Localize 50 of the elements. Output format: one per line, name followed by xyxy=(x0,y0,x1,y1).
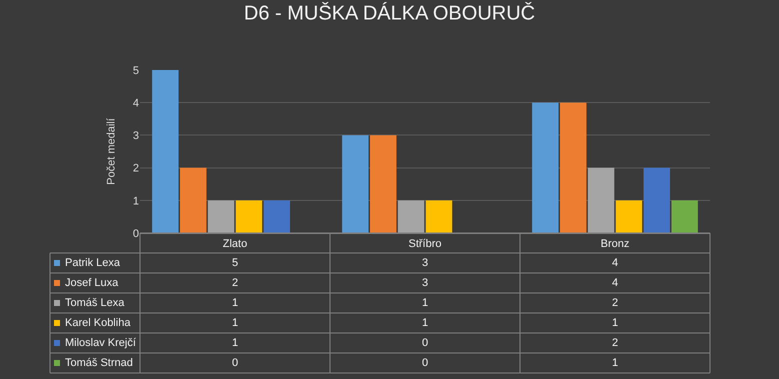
data-label: 5 xyxy=(232,257,238,269)
data-label: 3 xyxy=(422,257,428,269)
bar xyxy=(180,168,206,233)
data-label: 2 xyxy=(612,337,618,349)
bar xyxy=(671,200,698,233)
bar xyxy=(588,168,614,233)
data-label: 2 xyxy=(612,297,618,309)
bar xyxy=(644,168,670,233)
chart-title: D6 - MUŠKA DÁLKA OBOURUČ xyxy=(244,2,536,25)
data-label: 0 xyxy=(232,357,238,369)
bar xyxy=(426,200,452,233)
y-tick-label: 1 xyxy=(132,195,139,208)
data-label: 3 xyxy=(422,277,428,289)
bar xyxy=(398,200,424,233)
bar xyxy=(532,102,559,233)
y-tick-label: 4 xyxy=(132,97,139,110)
legend-label: Karel Kobliha xyxy=(65,317,132,329)
bar xyxy=(370,135,396,233)
data-label: 1 xyxy=(612,317,618,329)
data-label: 4 xyxy=(612,277,618,289)
bar xyxy=(616,200,642,233)
data-label: 1 xyxy=(422,317,428,329)
y-tick-label: 2 xyxy=(132,162,139,175)
bar xyxy=(342,135,369,233)
data-label: 1 xyxy=(232,317,238,329)
data-label: 1 xyxy=(232,297,238,309)
bar xyxy=(152,70,179,233)
y-tick-label: 3 xyxy=(132,130,139,142)
legend-label: Tomáš Strnad xyxy=(65,357,133,369)
legend-label: Josef Luxa xyxy=(65,277,120,289)
data-label: 0 xyxy=(422,337,428,349)
legend-label: Miloslav Krejčí xyxy=(65,337,137,349)
y-tick-label: 0 xyxy=(132,228,139,240)
x-tick-label: Zlato xyxy=(222,238,248,250)
y-tick-label: 5 xyxy=(132,64,139,77)
bar xyxy=(264,200,290,233)
bar xyxy=(236,200,262,233)
x-tick-label: Stříbro xyxy=(408,238,442,250)
data-label: 1 xyxy=(422,297,428,309)
data-label: 0 xyxy=(422,357,428,369)
data-label: 4 xyxy=(612,257,618,269)
data-label: 2 xyxy=(232,277,238,289)
legend-label: Patrik Lexa xyxy=(65,257,121,269)
x-tick-label: Bronz xyxy=(600,238,630,250)
data-label: 1 xyxy=(232,337,238,349)
bar xyxy=(560,102,586,233)
data-label: 1 xyxy=(612,357,618,369)
y-axis-title: Počet medailí xyxy=(106,117,118,185)
bar xyxy=(208,200,234,233)
legend-label: Tomáš Lexa xyxy=(65,297,126,309)
